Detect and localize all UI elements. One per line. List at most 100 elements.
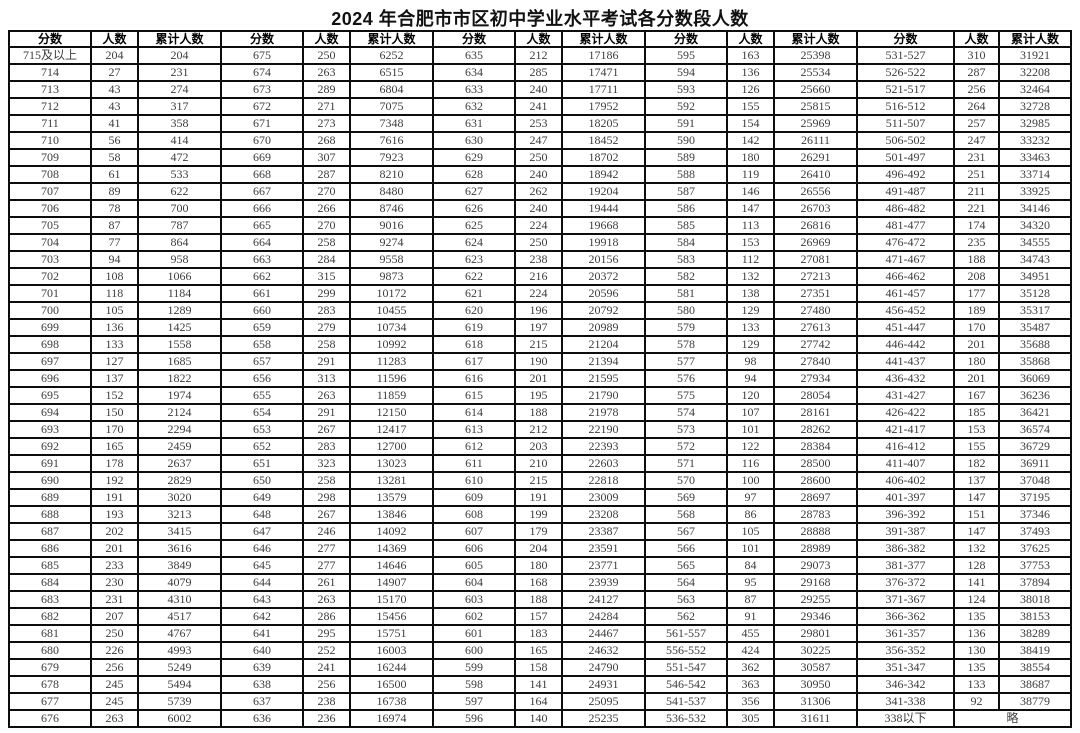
cumulative-cell: 27081 xyxy=(773,250,858,269)
cumulative-cell: 37753 xyxy=(998,556,1072,575)
table-row: 677 245 5739 637 238 16738 597 164 25095 541-537 3… xyxy=(8,692,1072,711)
score-cell: 401-397 xyxy=(856,488,955,507)
score-cell: 381-377 xyxy=(856,556,955,575)
omitted-cell: 略 xyxy=(953,709,1072,728)
table-row: 690 192 2829 650 258 13281 610 215 22818 570 100 28… xyxy=(8,471,1072,490)
table-row: 686 201 3616 646 277 14369 606 204 23591 566 101 28… xyxy=(8,539,1072,558)
cumulative-cell: 28262 xyxy=(773,420,858,439)
count-cell: 147 xyxy=(953,522,1000,541)
header-score: 分数 xyxy=(220,30,304,48)
count-cell: 101 xyxy=(726,539,775,558)
score-cell: 626 xyxy=(432,199,516,218)
table-row: 708 61 533 668 287 8210 628 240 18942 588 119 26410… xyxy=(8,165,1072,184)
score-cell: 658 xyxy=(220,335,304,354)
count-cell: 286 xyxy=(302,607,351,626)
cumulative-cell: 7616 xyxy=(349,131,434,150)
table-row: 685 233 3849 645 277 14646 605 180 23771 565 84 290… xyxy=(8,556,1072,575)
count-cell: 257 xyxy=(953,114,1000,133)
cumulative-cell: 25660 xyxy=(773,80,858,99)
header-cumulative: 累计人数 xyxy=(998,30,1072,48)
count-cell: 284 xyxy=(302,250,351,269)
score-cell: 708 xyxy=(8,165,92,184)
count-cell: 313 xyxy=(302,369,351,388)
count-cell: 129 xyxy=(726,301,775,320)
score-cell: 565 xyxy=(644,556,728,575)
score-cell: 562 xyxy=(644,607,728,626)
score-cell: 699 xyxy=(8,318,92,337)
score-cell: 700 xyxy=(8,301,92,320)
cumulative-cell: 35868 xyxy=(998,352,1072,371)
cumulative-cell: 15170 xyxy=(349,590,434,609)
score-cell: 633 xyxy=(432,80,516,99)
count-cell: 253 xyxy=(514,114,563,133)
score-cell: 689 xyxy=(8,488,92,507)
score-cell: 601 xyxy=(432,624,516,643)
count-cell: 61 xyxy=(90,165,139,184)
cumulative-cell: 23771 xyxy=(561,556,646,575)
cumulative-cell: 36236 xyxy=(998,386,1072,405)
cumulative-cell: 2637 xyxy=(137,454,222,473)
cumulative-cell: 10992 xyxy=(349,335,434,354)
count-cell: 151 xyxy=(953,505,1000,524)
count-cell: 122 xyxy=(726,437,775,456)
cumulative-cell: 21595 xyxy=(561,369,646,388)
score-cell: 674 xyxy=(220,63,304,82)
score-cell: 654 xyxy=(220,403,304,422)
count-cell: 182 xyxy=(953,454,1000,473)
table-header-row: 分数 人数 累计人数 分数 人数 累计人数 分数 人数 累计人数 分数 人数 累… xyxy=(8,30,1072,48)
cumulative-cell: 26816 xyxy=(773,216,858,235)
count-cell: 287 xyxy=(953,63,1000,82)
table-row: 682 207 4517 642 286 15456 602 157 24284 562 91 293… xyxy=(8,607,1072,626)
score-cell: 646 xyxy=(220,539,304,558)
score-cell: 612 xyxy=(432,437,516,456)
score-cell: 426-422 xyxy=(856,403,955,422)
count-cell: 224 xyxy=(514,284,563,303)
score-cell: 627 xyxy=(432,182,516,201)
count-cell: 238 xyxy=(302,692,351,711)
count-cell: 197 xyxy=(514,318,563,337)
count-cell: 98 xyxy=(726,352,775,371)
cumulative-cell: 16500 xyxy=(349,675,434,694)
score-cell: 613 xyxy=(432,420,516,439)
score-cell: 653 xyxy=(220,420,304,439)
cumulative-cell: 5249 xyxy=(137,658,222,677)
score-cell: 406-402 xyxy=(856,471,955,490)
count-cell: 147 xyxy=(726,199,775,218)
cumulative-cell: 204 xyxy=(137,46,222,65)
cumulative-cell: 23009 xyxy=(561,488,646,507)
count-cell: 245 xyxy=(90,692,139,711)
count-cell: 251 xyxy=(953,165,1000,184)
count-cell: 137 xyxy=(90,369,139,388)
cumulative-cell: 30950 xyxy=(773,675,858,694)
cumulative-cell: 31306 xyxy=(773,692,858,711)
score-cell: 684 xyxy=(8,573,92,592)
cumulative-cell: 27742 xyxy=(773,335,858,354)
table-row: 680 226 4993 640 252 16003 600 165 24632 556-552 4… xyxy=(8,641,1072,660)
count-cell: 188 xyxy=(953,250,1000,269)
count-cell: 94 xyxy=(726,369,775,388)
cumulative-cell: 31921 xyxy=(998,46,1072,65)
score-cell: 585 xyxy=(644,216,728,235)
score-cell: 351-347 xyxy=(856,658,955,677)
score-cell: 376-372 xyxy=(856,573,955,592)
count-cell: 130 xyxy=(953,641,1000,660)
cumulative-cell: 4993 xyxy=(137,641,222,660)
count-cell: 188 xyxy=(514,403,563,422)
cumulative-cell: 7348 xyxy=(349,114,434,133)
count-cell: 202 xyxy=(90,522,139,541)
cumulative-cell: 30587 xyxy=(773,658,858,677)
score-cell: 573 xyxy=(644,420,728,439)
cumulative-cell: 35128 xyxy=(998,284,1072,303)
score-cell: 536-532 xyxy=(644,709,728,728)
count-cell: 216 xyxy=(514,267,563,286)
score-cell: 595 xyxy=(644,46,728,65)
cumulative-cell: 2294 xyxy=(137,420,222,439)
cumulative-cell: 24127 xyxy=(561,590,646,609)
count-cell: 356 xyxy=(726,692,775,711)
score-cell: 667 xyxy=(220,182,304,201)
table-row: 698 133 1558 658 258 10992 618 215 21204 578 129 27… xyxy=(8,335,1072,354)
score-cell: 702 xyxy=(8,267,92,286)
count-cell: 140 xyxy=(514,709,563,728)
cumulative-cell: 28384 xyxy=(773,437,858,456)
count-cell: 424 xyxy=(726,641,775,660)
